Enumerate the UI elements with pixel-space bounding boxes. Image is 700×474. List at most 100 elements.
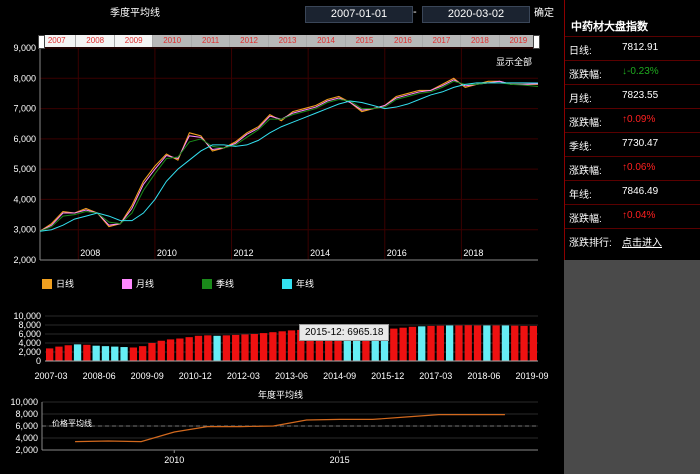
legend-monthly[interactable]: 月线 bbox=[122, 277, 154, 290]
bar bbox=[418, 326, 426, 361]
x-tick-label: 2016 bbox=[387, 248, 407, 258]
x-tick-label: 2012 bbox=[234, 248, 254, 258]
year-tab-2007[interactable]: 2007 bbox=[38, 35, 77, 47]
year-tab-2015[interactable]: 2015 bbox=[345, 35, 385, 47]
bar bbox=[194, 335, 203, 361]
side-row-label: 年线: bbox=[569, 190, 592, 201]
legend-daily[interactable]: 日线 bbox=[42, 277, 74, 290]
ranking-link[interactable]: 点击进入 bbox=[622, 238, 662, 249]
bar-tooltip: 2015-12: 6965.18 bbox=[299, 324, 390, 341]
bar bbox=[529, 325, 537, 361]
x-tick-label: 2018 bbox=[463, 248, 483, 258]
bar bbox=[436, 325, 444, 361]
year-tab-2008[interactable]: 2008 bbox=[76, 35, 115, 47]
show-all-link[interactable]: 显示全部 bbox=[496, 57, 533, 67]
bar bbox=[445, 325, 454, 361]
legend-yearly[interactable]: 年线 bbox=[282, 277, 314, 290]
avg-series-line bbox=[75, 414, 505, 443]
bar bbox=[101, 346, 110, 361]
bar bbox=[380, 329, 389, 361]
bottom-series-label: 价格平均线 bbox=[52, 419, 92, 428]
bar-x-tick-label: 2008-06 bbox=[83, 371, 116, 381]
bar bbox=[343, 329, 351, 361]
bar bbox=[325, 329, 333, 361]
range-handle-right[interactable] bbox=[533, 35, 540, 49]
year-tab-2012[interactable]: 2012 bbox=[230, 35, 269, 47]
charts-canvas: 2,000 3,000 4,000 5,000 6,000 7,000 8,000 9,000… bbox=[10, 43, 548, 465]
legend-label-monthly: 月线 bbox=[136, 279, 155, 289]
year-tab-2013[interactable]: 2013 bbox=[268, 35, 308, 47]
bar bbox=[241, 334, 249, 361]
bar bbox=[92, 345, 100, 361]
bar-x-tick-label: 2014-09 bbox=[323, 371, 356, 381]
bar bbox=[483, 325, 491, 361]
bar bbox=[64, 345, 72, 361]
bar-x-tick-label: 2013-06 bbox=[275, 371, 308, 381]
year-tab-2016[interactable]: 2016 bbox=[384, 35, 423, 47]
side-panel-empty-area bbox=[564, 260, 700, 474]
legend-label-yearly: 年线 bbox=[296, 279, 315, 289]
start-date-input[interactable]: 2007-01-01 bbox=[305, 6, 413, 23]
bar bbox=[148, 343, 156, 361]
bar bbox=[306, 329, 314, 361]
bar bbox=[120, 347, 128, 361]
bar bbox=[455, 325, 463, 361]
side-row-label: 涨跌幅: bbox=[569, 70, 602, 81]
bar bbox=[492, 325, 500, 361]
year-tab-2017[interactable]: 2017 bbox=[422, 35, 462, 47]
year-range-slider[interactable]: 2007 2008 2009 2010 2011 2012 2013 2014 2015 2016… bbox=[38, 35, 539, 47]
bar bbox=[315, 329, 324, 361]
legend-swatch-daily bbox=[42, 278, 52, 289]
side-row[interactable]: 涨跌排行: 点击进入 bbox=[565, 228, 700, 253]
side-row-value: ↓-0.23% bbox=[622, 66, 659, 77]
bar bbox=[399, 327, 407, 361]
bar-y-tick-label: 6,000 bbox=[18, 329, 41, 339]
x-tick-label: 2014 bbox=[310, 248, 330, 258]
bar bbox=[166, 339, 175, 361]
bar bbox=[157, 340, 165, 361]
bar bbox=[269, 332, 277, 361]
side-row-label: 涨跌幅: bbox=[569, 118, 602, 129]
side-row-value: ↑0.06% bbox=[622, 162, 656, 173]
bar bbox=[176, 338, 184, 361]
x-tick-label: 2010 bbox=[157, 248, 177, 258]
legend-quarterly[interactable]: 季线 bbox=[202, 277, 234, 290]
x-tick-label: 2008 bbox=[80, 248, 100, 258]
series-line-3 bbox=[39, 82, 539, 232]
year-tab-2010[interactable]: 2010 bbox=[153, 35, 192, 47]
series-line-2 bbox=[39, 80, 539, 232]
bar bbox=[139, 346, 147, 361]
side-row-label: 月线: bbox=[569, 94, 592, 105]
y-tick-label: 5,000 bbox=[13, 164, 36, 174]
bar bbox=[83, 344, 91, 361]
y-tick-label: 6,000 bbox=[13, 134, 36, 144]
bottom-chart-title: 年度平均线 bbox=[258, 390, 304, 400]
bar bbox=[427, 325, 435, 361]
side-row-label: 日线: bbox=[569, 46, 592, 57]
year-tab-2011[interactable]: 2011 bbox=[191, 35, 231, 47]
bar-x-tick-label: 2017-03 bbox=[419, 371, 452, 381]
side-row-label: 季线: bbox=[569, 142, 592, 153]
year-tab-2018[interactable]: 2018 bbox=[461, 35, 500, 47]
y-tick-label: 7,000 bbox=[13, 104, 36, 114]
legend-label-daily: 日线 bbox=[56, 279, 75, 289]
legend-swatch-yearly bbox=[282, 278, 292, 289]
side-row-label: 涨跌排行: bbox=[569, 238, 612, 249]
bar bbox=[408, 326, 417, 361]
side-row: 涨跌幅: ↑0.06% bbox=[565, 156, 700, 181]
date-separator: - bbox=[413, 6, 417, 18]
year-tab-2009[interactable]: 2009 bbox=[114, 35, 154, 47]
range-handle-left[interactable] bbox=[38, 35, 45, 49]
year-tab-2014[interactable]: 2014 bbox=[307, 35, 346, 47]
legend-swatch-monthly bbox=[122, 278, 132, 289]
side-row-value: 7730.47 bbox=[622, 138, 659, 149]
y-tick-label: 3,000 bbox=[13, 225, 36, 235]
avg-y-tick-label: 6,000 bbox=[15, 421, 38, 431]
avg-x-tick-label: 2010 bbox=[164, 455, 184, 465]
side-row-value: 7812.91 bbox=[622, 42, 659, 53]
side-row-label: 涨跌幅: bbox=[569, 214, 602, 225]
side-row: 日线: 7812.91 bbox=[565, 36, 700, 61]
end-date-input[interactable]: 2020-03-02 bbox=[422, 6, 530, 23]
series-line-1 bbox=[39, 79, 539, 232]
confirm-button[interactable]: 确定 bbox=[534, 8, 554, 19]
